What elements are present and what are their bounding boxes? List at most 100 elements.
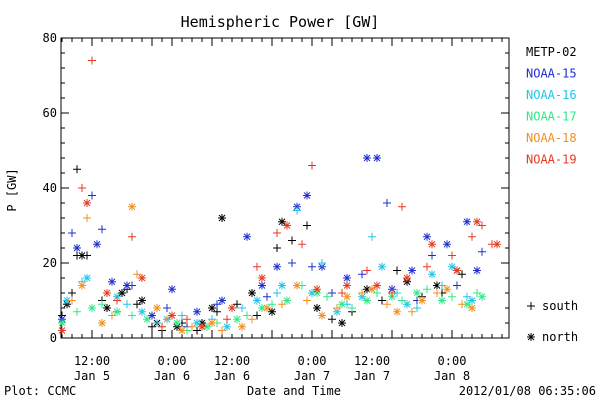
north-point: [253, 296, 261, 305]
south-point: [108, 311, 116, 320]
north-point: [113, 307, 121, 316]
south-point: [163, 304, 171, 312]
south-point: [458, 300, 466, 309]
north-point: [218, 214, 226, 222]
north-point: [173, 319, 181, 327]
north-point: [318, 311, 326, 320]
legend-entry: NOAA-19: [526, 153, 577, 167]
north-point: [168, 285, 176, 294]
south-point: [288, 236, 296, 245]
y-axis-label: P [GW]: [5, 168, 19, 211]
north-point: [468, 304, 476, 312]
north-point: [443, 240, 451, 249]
x-tick-time-label: 12:00: [214, 354, 250, 368]
south-point: [423, 262, 431, 271]
south-point: [303, 221, 311, 230]
north-point: [283, 221, 291, 230]
south-point: [178, 311, 186, 320]
south-point: [468, 232, 476, 241]
north-point: [193, 319, 201, 327]
north-point: [313, 304, 321, 312]
south-point: [253, 311, 261, 320]
south-point: [308, 262, 316, 271]
north-point: [343, 274, 351, 282]
hemisphere-legend-label: south: [542, 299, 578, 313]
south-point: [188, 322, 196, 331]
north-point: [88, 304, 96, 312]
plot-timestamp: 2012/01/08 06:35:06: [459, 384, 596, 398]
north-point: [313, 285, 321, 294]
north-point: [418, 296, 426, 305]
x-tick-time-label: 0:00: [438, 354, 467, 368]
south-point: [363, 266, 371, 275]
north-point: [58, 319, 66, 327]
south-point: [243, 311, 251, 320]
series-noaa-17: [58, 281, 486, 335]
north-point: [83, 274, 91, 282]
north-point: [78, 251, 86, 260]
north-point: [453, 266, 461, 275]
south-point: [383, 199, 391, 207]
south-point: [383, 300, 391, 309]
north-point: [128, 202, 136, 211]
north-point: [258, 281, 266, 290]
south-point: [463, 292, 471, 301]
north-point: [193, 307, 201, 316]
south-point: [323, 292, 331, 301]
north-point: [373, 281, 381, 290]
north-point: [448, 262, 456, 271]
north-point: [343, 281, 351, 290]
north-point: [293, 281, 301, 290]
north-point: [363, 154, 371, 162]
south-point: [233, 300, 241, 309]
south-point: [408, 307, 416, 316]
north-point: [268, 307, 276, 316]
north-point: [393, 307, 401, 316]
south-point: [213, 307, 221, 316]
north-point: [258, 274, 266, 282]
south-point: [308, 161, 316, 170]
south-point: [73, 165, 81, 174]
x-tick-time-label: 12:00: [354, 354, 390, 368]
south-point: [163, 315, 171, 324]
x-tick-date-label: Jan 7: [294, 369, 330, 383]
south-point: [448, 292, 456, 301]
south-point: [478, 221, 486, 230]
north-point: [248, 289, 256, 297]
north-point: [368, 285, 376, 294]
south-point: [378, 296, 386, 305]
x-tick-date-label: Jan 6: [214, 369, 250, 383]
south-point: [373, 289, 381, 297]
north-point: [228, 304, 236, 312]
north-point: [473, 266, 481, 275]
north-point: [98, 319, 106, 327]
north-point: [423, 232, 431, 241]
south-point: [358, 270, 366, 279]
north-point: [73, 244, 81, 252]
south-point: [448, 251, 456, 260]
north-point: [138, 296, 146, 305]
legend: METP-02 NOAA-15 NOAA-16 NOAA-17 NOAA-18 NOAA-…: [526, 45, 577, 167]
legend-entry: NOAA-16: [526, 88, 577, 102]
south-legend-marker: [527, 302, 535, 310]
hemisphere-legend-label: north: [542, 330, 578, 344]
north-point: [303, 191, 311, 200]
south-point: [423, 285, 431, 294]
south-point: [393, 266, 401, 275]
x-tick-time-label: 0:00: [298, 354, 327, 368]
south-point: [263, 292, 271, 301]
south-point: [328, 289, 336, 297]
south-point: [268, 300, 276, 309]
north-point: [378, 262, 386, 271]
chart-title: Hemispheric Power [GW]: [181, 13, 380, 31]
south-point: [223, 315, 231, 324]
south-point: [158, 322, 166, 331]
south-point: [413, 304, 421, 312]
north-point: [428, 270, 436, 279]
north-point: [338, 319, 346, 327]
north-point: [198, 322, 206, 331]
north-point: [208, 304, 216, 312]
x-tick-date-label: Jan 8: [434, 369, 470, 383]
north-point: [478, 292, 486, 301]
